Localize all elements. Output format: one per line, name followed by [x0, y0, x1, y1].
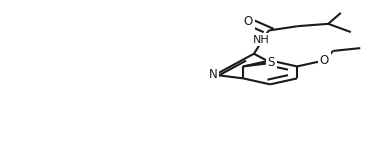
Text: S: S: [268, 56, 275, 69]
Text: N: N: [209, 68, 217, 81]
Text: NH: NH: [253, 35, 270, 45]
Text: O: O: [244, 15, 253, 28]
Text: O: O: [319, 54, 329, 67]
